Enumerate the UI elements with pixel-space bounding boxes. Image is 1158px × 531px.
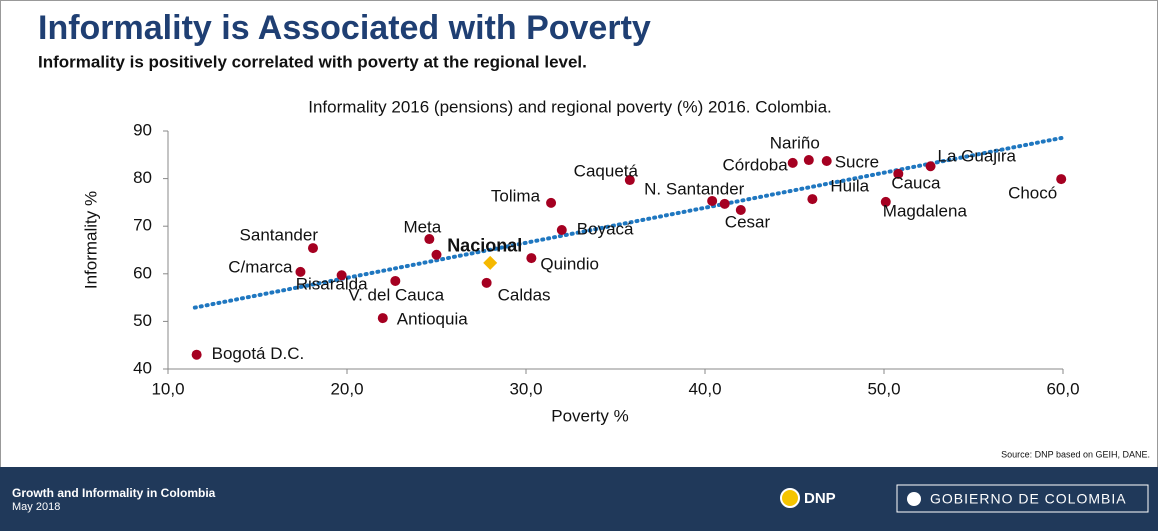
point [390, 275, 401, 286]
point-label: Huila [830, 177, 869, 196]
gov-logo [907, 492, 921, 506]
point [1056, 174, 1067, 185]
point-label: Bogotá D.C. [212, 344, 305, 363]
point [191, 349, 202, 360]
point-label: Meta [403, 218, 441, 237]
point [295, 266, 306, 277]
point [719, 198, 730, 209]
point [893, 168, 904, 179]
x-tick-label: 60,0 [1046, 379, 1079, 398]
point [431, 249, 442, 260]
slide-title: Informality is Associated with Poverty [38, 9, 651, 47]
point [787, 157, 798, 168]
point-label: Caquetá [574, 162, 639, 181]
point-label: La Guajira [938, 147, 1017, 166]
gov-text: GOBIERNO DE COLOMBIA [930, 491, 1127, 507]
point-label: Antioquia [397, 310, 468, 329]
x-tick-label: 20,0 [330, 379, 363, 398]
point [481, 277, 492, 288]
point-label: Magdalena [883, 201, 968, 220]
point-label: Cauca [891, 173, 941, 192]
point-label: Santander [240, 226, 319, 245]
footer-date: May 2018 [12, 501, 60, 513]
point-label: V. del Cauca [348, 285, 444, 304]
point [336, 270, 347, 281]
point [377, 313, 388, 324]
point-label: Córdoba [722, 155, 788, 174]
y-tick-label: 50 [133, 311, 152, 330]
point [707, 195, 718, 206]
gov-box [896, 484, 1149, 513]
point [925, 161, 936, 172]
y-axis-label: Informality % [81, 191, 100, 289]
footer-band [0, 467, 1158, 531]
y-tick-label: 40 [133, 358, 152, 377]
point [424, 234, 435, 245]
x-tick-label: 50,0 [867, 379, 900, 398]
highlight-label: Nacional [447, 236, 522, 256]
y-tick-label: 70 [133, 216, 152, 235]
point-label: Risaralda [296, 275, 368, 294]
point [307, 243, 318, 254]
point [526, 253, 537, 264]
x-axis-label: Poverty % [551, 406, 628, 425]
y-tick-label: 80 [133, 168, 152, 187]
y-tick-label: 60 [133, 263, 152, 282]
slide-subtitle: Informality is positively correlated wit… [38, 52, 587, 71]
x-tick-label: 40,0 [688, 379, 721, 398]
point [807, 194, 818, 205]
footer-title: Growth and Informality in Colombia [12, 486, 216, 500]
point [546, 197, 557, 208]
point-label: Chocó [1008, 184, 1057, 203]
point [803, 155, 814, 166]
point-label: Quindio [540, 255, 599, 274]
chart-title: Informality 2016 (pensions) and regional… [308, 97, 832, 116]
point [735, 205, 746, 216]
x-tick-label: 30,0 [509, 379, 542, 398]
x-tick-label: 10,0 [151, 379, 184, 398]
point [880, 196, 891, 207]
source: Source: DNP based on GEIH, DANE. [1001, 449, 1150, 459]
point-label: Tolima [491, 186, 541, 205]
point [556, 225, 567, 236]
point [624, 175, 635, 186]
point-label: C/marca [228, 257, 293, 276]
trendline [192, 135, 1065, 310]
dnp-logo [780, 488, 800, 508]
point-label: Cesar [725, 213, 771, 232]
point-label: Sucre [835, 152, 879, 171]
point-label: Boyacá [577, 219, 634, 238]
point [821, 155, 832, 166]
y-tick-label: 90 [133, 120, 152, 139]
point-label: Nariño [770, 134, 820, 153]
point-label: N. Santander [644, 179, 745, 198]
point-label: Caldas [498, 285, 551, 304]
dnp-text: DNP [804, 490, 836, 507]
highlight-point [483, 255, 498, 270]
